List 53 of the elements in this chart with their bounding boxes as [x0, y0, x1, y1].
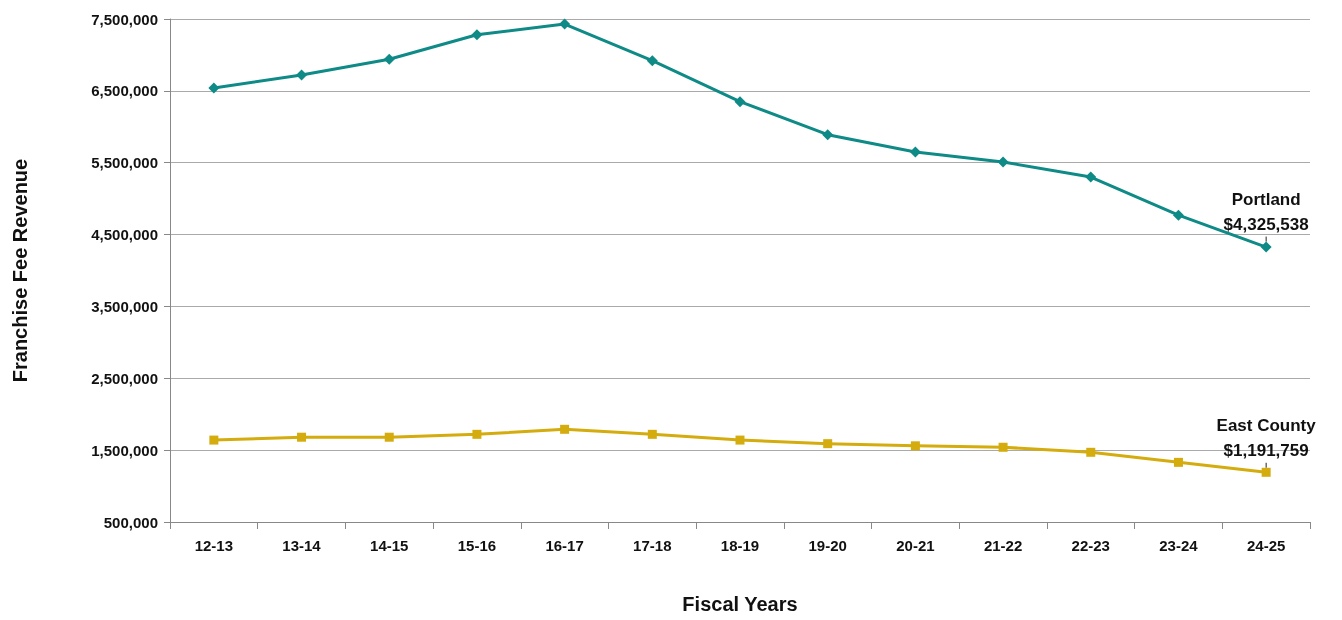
- x-tick-label: 19-20: [808, 537, 847, 554]
- y-tick-label: 3,500,000: [91, 297, 158, 315]
- point: [823, 439, 833, 449]
- y-tick-label: 4,500,000: [91, 226, 158, 244]
- x-axis-title: Fiscal Years: [682, 593, 798, 615]
- point: [909, 146, 921, 158]
- point: [734, 96, 746, 108]
- x-tick-label: 14-15: [370, 537, 409, 554]
- point: [1260, 241, 1272, 253]
- point: [646, 55, 658, 67]
- y-tick-label: 1,500,000: [91, 441, 158, 459]
- point: [1085, 171, 1097, 183]
- point: [384, 432, 394, 442]
- point: [471, 29, 483, 41]
- point: [559, 18, 571, 30]
- point: [208, 82, 220, 94]
- series-label: East County: [1216, 415, 1317, 435]
- x-tick-label: 13-14: [282, 537, 322, 554]
- y-axis-title: Franchise Fee Revenue: [9, 158, 31, 383]
- x-tick-label: 23-24: [1159, 537, 1199, 554]
- point: [910, 441, 920, 451]
- point: [209, 435, 219, 445]
- point: [1173, 457, 1183, 467]
- point: [735, 435, 745, 445]
- x-tick-label: 12-13: [194, 537, 234, 554]
- point: [560, 424, 570, 434]
- point: [647, 429, 657, 439]
- point: [296, 69, 308, 81]
- point: [1172, 209, 1184, 221]
- point: [998, 442, 1008, 452]
- x-tick-label: 16-17: [545, 537, 584, 554]
- y-tick-label: 500,000: [103, 513, 158, 531]
- y-tick-label: 7,500,000: [91, 10, 158, 28]
- point: [472, 429, 482, 439]
- x-tick-label: 18-19: [720, 537, 760, 554]
- y-tick-label: 2,500,000: [91, 369, 158, 387]
- point: [383, 53, 395, 65]
- x-tick-label: 21-22: [983, 537, 1023, 554]
- x-tick-label: 17-18: [633, 537, 672, 554]
- point: [997, 156, 1009, 168]
- y-tick-label: 6,500,000: [91, 82, 158, 100]
- x-tick-label: 24-25: [1246, 537, 1286, 554]
- x-tick-label: 15-16: [457, 537, 497, 554]
- y-tick-label: 5,500,000: [91, 154, 158, 172]
- point: [297, 432, 307, 442]
- x-tick-label: 20-21: [896, 537, 935, 554]
- point: [822, 129, 834, 141]
- annotation: $4,325,538: [1223, 214, 1309, 234]
- annotation: $1,191,759: [1223, 440, 1309, 460]
- series-label: Portland: [1231, 189, 1301, 209]
- x-tick-label: 22-23: [1071, 537, 1110, 554]
- point: [1261, 467, 1271, 477]
- point: [1086, 447, 1096, 457]
